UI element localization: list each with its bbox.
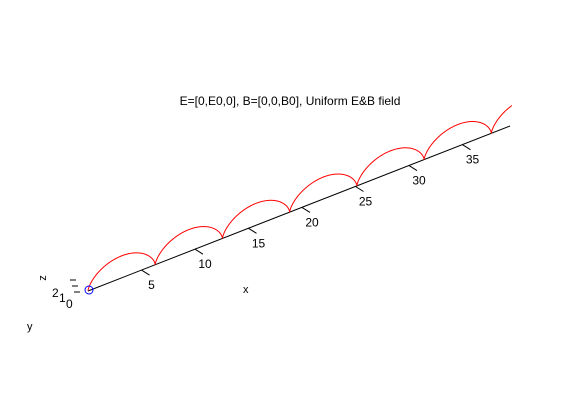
z-tick-label: 2: [52, 286, 59, 300]
x-tick-label: 20: [305, 215, 319, 229]
x-tick: [141, 269, 150, 276]
x-tick: [408, 165, 418, 172]
x-tick: [462, 144, 471, 151]
x-tick: [301, 206, 311, 213]
chart-title: E=[0,E0,0], B=[0,0,B0], Uniform E&B fiel…: [180, 94, 401, 108]
start-marker: [84, 285, 94, 295]
trajectory-series: [87, 105, 513, 291]
y-tick-label: 1: [59, 291, 66, 305]
y-axis-label: y: [27, 321, 33, 333]
x-tick: [194, 248, 204, 255]
y-tick-label: 0: [66, 297, 73, 311]
x-tick: [355, 186, 364, 192]
x-tick-label: 15: [252, 236, 266, 250]
x-tick-label: 10: [198, 257, 212, 271]
x-tick-label: 25: [359, 195, 373, 209]
x-tick-label: 5: [148, 278, 155, 292]
x-tick-label: 30: [412, 174, 426, 188]
x-tick: [248, 227, 257, 234]
z-axis-label: z: [37, 275, 49, 281]
x-tick-label: 35: [466, 153, 480, 167]
x-axis-ticks: 5 10 15 20 25 30 35: [141, 144, 480, 292]
x-axis-label: x: [243, 284, 249, 296]
x-axis-line: [87, 125, 511, 292]
trajectory-line: [87, 105, 513, 291]
